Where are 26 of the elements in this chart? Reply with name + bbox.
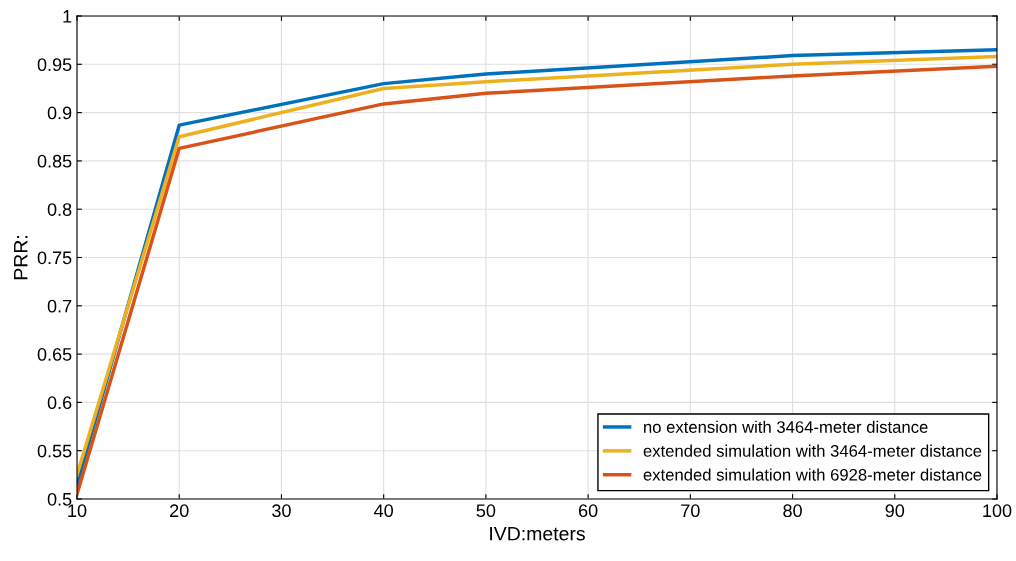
x-tick-label: 50	[476, 504, 496, 518]
y-tick-label: 0.65	[37, 348, 72, 361]
y-tick-label: 0.55	[37, 444, 72, 458]
x-tick-label: 70	[681, 504, 700, 518]
y-tick-label: 0.75	[37, 251, 72, 265]
y-tick-label: 0.7	[47, 299, 72, 313]
x-tick-label: 30	[272, 504, 291, 518]
legend-label: extended simulation with 6928-meter distance	[643, 468, 982, 481]
y-tick-label: 0.85	[37, 154, 72, 168]
x-tick-label: 80	[783, 504, 802, 518]
x-tick-label: 90	[885, 504, 905, 518]
y-axis-title: PRR:	[14, 236, 28, 280]
legend-label: extended simulation with 3464-meter distance	[643, 444, 982, 457]
x-tick-label: 40	[374, 504, 393, 518]
y-tick-label: 0.9	[47, 106, 72, 120]
y-tick-label: 0.95	[37, 58, 72, 72]
x-tick-label: 100	[983, 504, 1012, 518]
x-axis-title: IVD:meters	[490, 526, 585, 541]
y-tick-label: 0.5	[47, 492, 72, 506]
x-tick-label: 10	[68, 504, 87, 518]
y-tick-label: 0.8	[47, 203, 72, 216]
y-tick-label: 0.6	[47, 396, 72, 410]
x-tick-label: 60	[578, 504, 598, 518]
x-tick-label: 20	[170, 504, 189, 518]
y-tick-label: 1	[63, 10, 72, 23]
legend-label: no extension with 3464-meter distance	[644, 420, 928, 433]
